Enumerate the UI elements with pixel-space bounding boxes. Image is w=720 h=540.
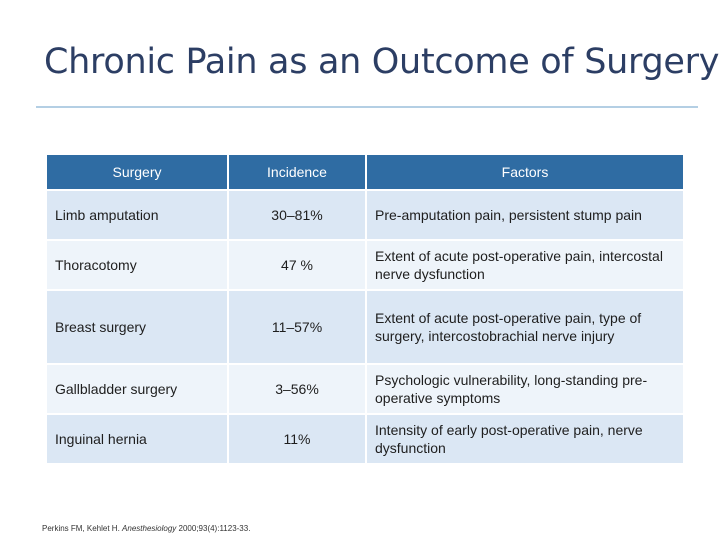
citation: Perkins FM, Kehlet H. Anesthesiology 200… bbox=[42, 524, 250, 533]
incidence-cell: 3–56% bbox=[229, 365, 365, 413]
slide-title: Chronic Pain as an Outcome of Surgery bbox=[44, 42, 720, 82]
table-row: Thoracotomy 47 % Extent of acute post-op… bbox=[47, 241, 683, 289]
table-row: Inguinal hernia 11% Intensity of early p… bbox=[47, 415, 683, 463]
citation-journal: Anesthesiology bbox=[122, 524, 177, 533]
surgery-cell: Thoracotomy bbox=[47, 241, 227, 289]
table-row: Gallbladder surgery 3–56% Psychologic vu… bbox=[47, 365, 683, 413]
header-incidence: Incidence bbox=[229, 155, 365, 189]
table-row: Breast surgery 11–57% Extent of acute po… bbox=[47, 291, 683, 363]
factors-cell: Psychologic vulnerability, long-standing… bbox=[367, 365, 683, 413]
title-divider bbox=[36, 106, 698, 108]
surgery-cell: Breast surgery bbox=[47, 291, 227, 363]
surgery-cell: Inguinal hernia bbox=[47, 415, 227, 463]
header-factors: Factors bbox=[367, 155, 683, 189]
surgery-cell: Gallbladder surgery bbox=[47, 365, 227, 413]
factors-cell: Extent of acute post-operative pain, int… bbox=[367, 241, 683, 289]
surgery-cell: Limb amputation bbox=[47, 191, 227, 239]
incidence-cell: 11–57% bbox=[229, 291, 365, 363]
citation-details: 2000;93(4):1123-33. bbox=[176, 524, 251, 533]
factors-cell: Intensity of early post-operative pain, … bbox=[367, 415, 683, 463]
table-header-row: Surgery Incidence Factors bbox=[47, 155, 683, 189]
chronic-pain-table: Surgery Incidence Factors Limb amputatio… bbox=[45, 153, 685, 465]
citation-authors: Perkins FM, Kehlet H. bbox=[42, 524, 123, 533]
incidence-cell: 47 % bbox=[229, 241, 365, 289]
factors-cell: Pre-amputation pain, persistent stump pa… bbox=[367, 191, 683, 239]
incidence-cell: 11% bbox=[229, 415, 365, 463]
header-surgery: Surgery bbox=[47, 155, 227, 189]
table-row: Limb amputation 30–81% Pre-amputation pa… bbox=[47, 191, 683, 239]
factors-cell: Extent of acute post-operative pain, typ… bbox=[367, 291, 683, 363]
incidence-cell: 30–81% bbox=[229, 191, 365, 239]
